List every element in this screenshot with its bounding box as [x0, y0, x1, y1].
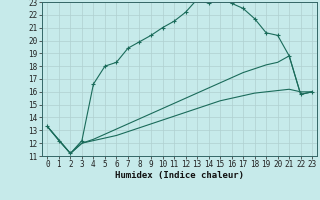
X-axis label: Humidex (Indice chaleur): Humidex (Indice chaleur)	[115, 171, 244, 180]
